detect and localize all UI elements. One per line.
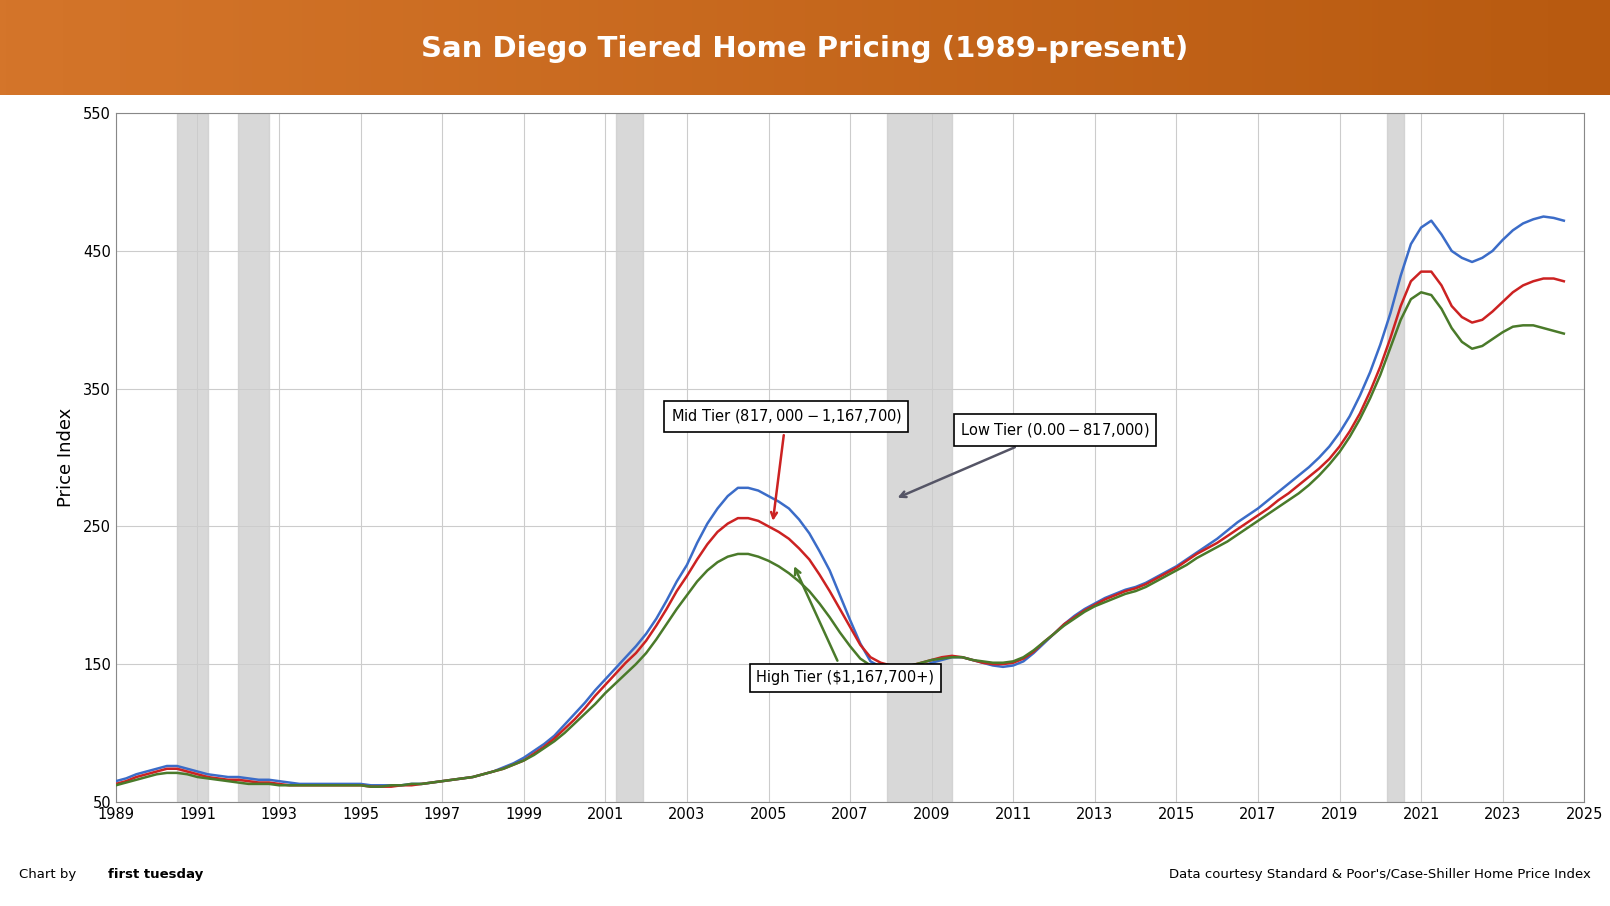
Text: first tuesday: first tuesday [108, 868, 203, 881]
Bar [238, 113, 269, 802]
Bar [615, 113, 642, 802]
Text: Mid Tier ($817,000 - $1,167,700): Mid Tier ($817,000 - $1,167,700) [671, 407, 902, 518]
Bar [887, 113, 952, 802]
Text: Data courtesy Standard & Poor's/Case-Shiller Home Price Index: Data courtesy Standard & Poor's/Case-Shi… [1169, 868, 1591, 881]
Text: San Diego Tiered Home Pricing (1989-present): San Diego Tiered Home Pricing (1989-pres… [422, 35, 1188, 63]
Text: Low Tier ($0.00 - $817,000): Low Tier ($0.00 - $817,000) [900, 421, 1150, 497]
Bar [177, 113, 208, 802]
Bar [1388, 113, 1404, 802]
Text: Chart by: Chart by [19, 868, 80, 881]
Y-axis label: Price Index: Price Index [56, 408, 74, 507]
Text: High Tier ($1,167,700+): High Tier ($1,167,700+) [757, 569, 934, 685]
